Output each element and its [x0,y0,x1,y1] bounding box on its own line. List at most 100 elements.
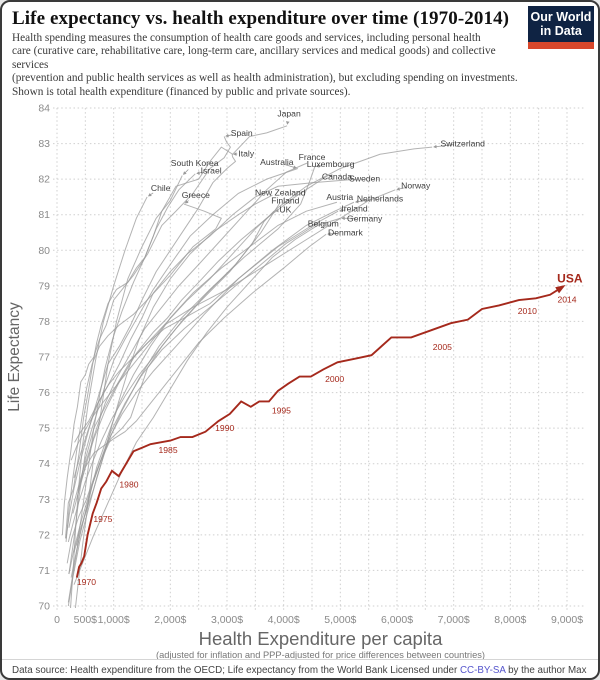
usa-year-label: 1990 [215,423,234,433]
line-japan [65,125,288,539]
country-label-sweden: Sweden [349,173,380,183]
label-arrow-switzerland [433,144,454,149]
y-axis-title: Life Expectancy [6,302,23,412]
owid-logo-text: Our World in Data [528,6,594,42]
line-south-korea [74,175,183,609]
y-tick-label: 82 [38,174,50,186]
page-title: Life expectancy vs. health expenditure o… [12,8,510,29]
line-netherlands [73,201,355,479]
gridlines [53,107,584,611]
y-tick-label: 70 [38,601,50,613]
country-label-france: France [299,152,326,162]
country-label-luxembourg: Luxembourg [307,159,355,169]
line-spain [61,136,231,535]
line-denmark [78,233,327,489]
country-label-spain: Spain [231,128,253,138]
x-tick-label: 2,000$ [154,614,186,626]
country-label-austria: Austria [326,192,353,202]
country-label-new-zealand: New Zealand [255,187,306,197]
y-tick-label: 81 [38,209,50,221]
usa-arrowhead [555,285,566,294]
y-tick-label: 78 [38,316,50,328]
x-tick-label: 8,000$ [494,614,526,626]
country-label-norway: Norway [401,181,431,191]
line-italy [65,154,237,539]
y-tick-label: 84 [38,103,50,115]
country-label-switzerland: Switzerland [441,139,486,149]
y-tick-label: 79 [38,280,50,292]
owid-logo-redbar [528,42,594,49]
country-label-chile: Chile [151,183,171,193]
subtitle-line: (prevention and public health services a… [12,72,518,85]
y-tick-label: 76 [38,387,50,399]
x-tick-label: 0 [54,614,60,626]
x-tick-label: 4,000$ [268,614,300,626]
y-tick-label: 75 [38,423,50,435]
label-arrow-japan [285,121,290,125]
country-label-canada: Canada [322,171,352,181]
line-sweden [74,178,358,443]
chart-area: 70 71 72 73 74 75 76 77 78 79 80 81 82 83 84 0 500$ 1,000… [2,99,598,659]
subtitle-line: care (curative care, rehabilitative care… [12,45,496,71]
usa-year-label: 1995 [272,405,291,415]
label-arrow-netherlands [354,199,372,204]
x-tick-label: 6,000$ [381,614,413,626]
label-arrow-italy [233,152,238,156]
label-arrow-germany [341,216,356,221]
line-uk [67,210,275,543]
footer: Data source: Health expenditure from the… [2,659,598,678]
label-arrow-denmark [327,232,337,236]
usa-year-label: 2010 [518,306,537,316]
usa-year-label: 1985 [159,445,178,455]
line-switzerland [76,146,433,500]
x-tick-label: 500$ [74,614,98,626]
country-label-australia: Australia [260,157,294,167]
label-arrow-canada [327,174,333,178]
y-tick-label: 83 [38,138,50,150]
country-label-ireland: Ireland [341,203,367,213]
line-chile [70,196,148,609]
country-label-belgium: Belgium [308,219,339,229]
country-label-netherlands: Netherlands [357,193,403,203]
x-axis-note: (adjusted for inflation and PPP-adjusted… [156,650,485,659]
line-greece [65,203,223,543]
label-arrow-norway [396,187,407,191]
owid-logo[interactable]: Our World in Data [528,6,594,49]
label-arrow-spain [225,133,233,138]
country-label-italy: Italy [238,149,254,159]
usa-year-label: 1970 [77,577,96,587]
line-finland [70,202,281,578]
usa-year-labels: 1970 1975 1980 1985 1990 1995 2000 2005 2010 2014 [77,294,577,586]
label-arrow-australia [285,164,297,169]
usa-line [75,286,562,578]
usa-year-label: 2014 [557,294,576,304]
y-axis-ticks: 70 71 72 73 74 75 76 77 78 79 80 81 82 83 84 [38,103,50,613]
label-arrow-israel [196,171,203,175]
country-label-japan: Japan [277,108,301,118]
y-tick-label: 74 [38,458,50,470]
y-tick-label: 80 [38,245,50,257]
usa-year-label: 2000 [325,374,344,384]
x-axis-ticks: 0 500$ 1,000$ 2,000$ 3,000$ 4,000$ 5,000$ 6,000… [54,614,583,626]
country-label-greece: Greece [182,190,210,200]
usa-year-label: 1980 [119,479,138,489]
country-lines [61,125,433,609]
y-tick-label: 72 [38,529,50,541]
subtitle-line: Shown is total health expenditure (finan… [12,85,351,98]
label-arrow-uk [275,208,279,213]
country-label-south-korea: South Korea [171,158,219,168]
country-label-uk: UK [279,205,291,215]
license-link[interactable]: CC-BY-SA [459,665,506,677]
country-label-finland: Finland [271,196,299,206]
x-axis-title: Health Expenditure per capita [199,628,443,649]
line-germany [73,217,341,585]
line-new-zealand [73,194,273,553]
line-france [68,162,308,528]
line-israel [76,173,196,546]
chart-subtitle: Health spending measures the consumption… [12,32,534,99]
line-ireland [66,210,339,564]
usa-label: USA [557,272,583,286]
line-canada [72,175,329,514]
